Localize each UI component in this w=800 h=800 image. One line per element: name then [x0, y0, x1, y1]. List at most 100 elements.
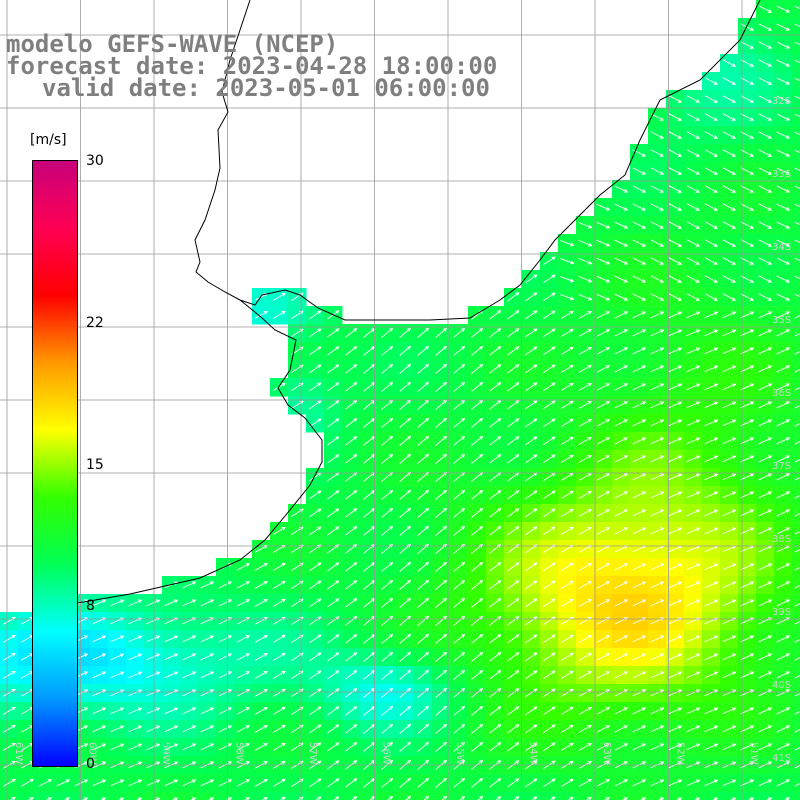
wind-arrow: [758, 419, 773, 427]
wind-arrow: [758, 41, 773, 49]
wind-arrow: [686, 455, 701, 463]
wind-arrow: [471, 688, 484, 698]
wind-arrow: [399, 741, 412, 752]
wind-arrow: [758, 491, 773, 499]
wind-arrow: [668, 149, 683, 157]
wind-arrow: [722, 329, 737, 337]
wind-arrow: [632, 401, 647, 409]
wind-arrow: [345, 382, 358, 392]
wind-arrow: [399, 723, 412, 734]
wind-arrow: [218, 581, 233, 589]
wind-arrow: [758, 77, 773, 85]
wind-cell: [72, 792, 91, 800]
wind-arrow: [740, 95, 755, 103]
wind-arrow: [758, 149, 773, 157]
wind-arrow: [686, 671, 701, 679]
wind-arrow: [92, 671, 107, 679]
wind-cell: [792, 324, 800, 343]
wind-arrow: [542, 382, 556, 392]
wind-arrow: [254, 599, 268, 607]
wind-arrow: [172, 797, 179, 800]
wind-arrow: [399, 435, 412, 446]
wind-cell: [792, 72, 800, 91]
wind-arrow: [614, 293, 629, 301]
wind-arrow: [776, 707, 791, 715]
wind-arrow: [776, 419, 791, 427]
wind-arrow: [748, 797, 755, 800]
wind-arrow: [435, 507, 448, 518]
wind-arrow: [596, 293, 611, 301]
wind-arrow: [776, 401, 791, 409]
wind-arrow: [471, 328, 484, 338]
wind-arrow: [704, 77, 718, 85]
wind-arrow: [272, 562, 286, 572]
wind-arrow: [668, 257, 683, 265]
wind-cell: [108, 792, 127, 800]
wind-arrow: [776, 599, 791, 607]
wind-arrow: [110, 725, 125, 733]
wind-arrow: [722, 275, 736, 283]
wind-arrow: [686, 707, 701, 715]
wind-arrow: [632, 473, 647, 481]
wind-arrow: [200, 635, 215, 643]
wind-arrow: [722, 365, 737, 373]
wind-arrow: [668, 599, 683, 607]
wind-arrow: [453, 435, 466, 446]
wind-arrow: [471, 670, 484, 680]
wind-arrow: [218, 707, 233, 715]
wind-arrow: [758, 527, 773, 535]
wind-arrow: [453, 687, 466, 698]
wind-arrow: [560, 634, 574, 644]
wind-arrow: [542, 742, 556, 752]
wind-arrow: [381, 597, 394, 608]
wind-arrow: [650, 239, 665, 247]
wind-arrow: [776, 347, 791, 355]
wind-arrow: [676, 797, 683, 800]
wind-arrow: [668, 527, 683, 535]
wind-arrow: [100, 797, 107, 800]
wind-arrow: [614, 491, 629, 499]
wind-arrow: [632, 563, 647, 571]
wind-arrow: [453, 327, 466, 338]
wind-arrow: [542, 436, 556, 446]
wind-arrow: [477, 796, 484, 800]
wind-arrow: [146, 743, 161, 751]
wind-arrow: [471, 706, 484, 716]
wind-arrow: [614, 653, 629, 661]
wind-arrow: [507, 490, 520, 500]
wind-arrow: [794, 167, 800, 172]
wind-arrow: [632, 239, 647, 247]
wind-arrow: [471, 634, 484, 644]
wind-arrow: [650, 743, 665, 751]
wind-arrow: [740, 779, 755, 787]
wind-arrow: [758, 455, 773, 463]
wind-cell: [630, 792, 649, 800]
wind-arrow: [632, 329, 647, 337]
wind-arrow: [722, 527, 737, 535]
wind-arrow: [596, 203, 611, 211]
wind-cell: [792, 432, 800, 451]
wind-arrow: [471, 382, 484, 392]
wind-arrow: [542, 562, 556, 572]
wind-arrow: [650, 725, 665, 733]
wind-arrow: [614, 239, 629, 247]
wind-arrow: [650, 581, 665, 589]
wind-arrow: [345, 328, 358, 338]
wind-arrow: [794, 203, 800, 208]
wind-arrow: [614, 455, 629, 463]
wind-arrow: [686, 527, 701, 535]
wind-arrow: [704, 257, 718, 265]
wind-arrow: [435, 489, 448, 500]
wind-arrow: [740, 653, 755, 661]
wind-cell: [54, 792, 73, 800]
wind-arrow: [236, 725, 251, 733]
wind-arrow: [560, 508, 574, 518]
wind-arrow: [345, 526, 358, 536]
wind-arrow: [164, 779, 179, 787]
wind-arrow: [345, 598, 358, 608]
wind-arrow: [441, 795, 448, 800]
wind-arrow: [668, 95, 683, 103]
wind-arrow: [560, 400, 574, 410]
wind-arrow: [236, 743, 251, 751]
wind-arrow: [578, 779, 592, 787]
